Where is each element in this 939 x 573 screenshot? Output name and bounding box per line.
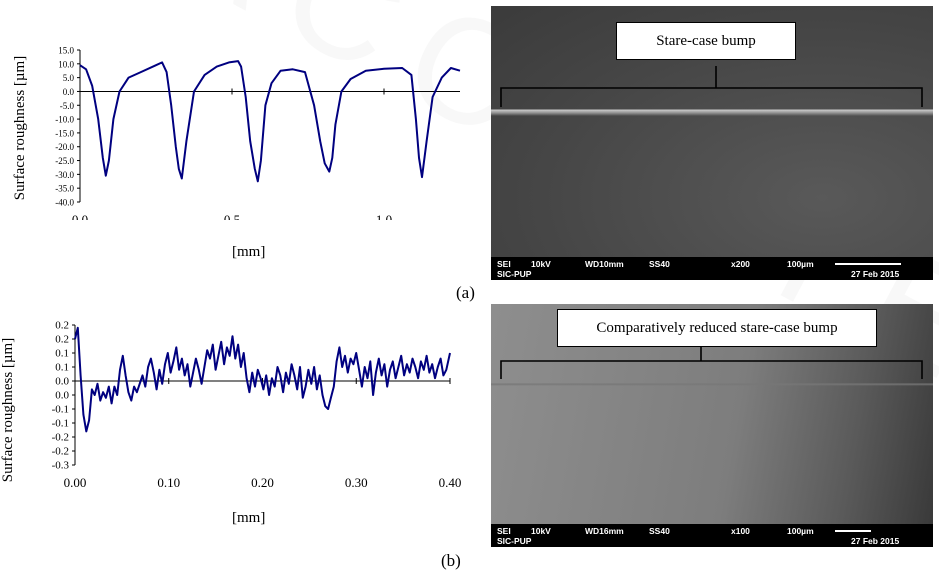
chart-b-ytick-label: 0.2 bbox=[55, 320, 69, 332]
sem-b-scale: 100µm bbox=[787, 526, 814, 536]
sem-a-mag: x200 bbox=[731, 259, 750, 269]
sem-a-info-bar: SEI 10kV WD10mm SS40 x200 100µm SIC-PUP … bbox=[491, 257, 933, 280]
chart-b-ytick-label: 0.0 bbox=[55, 376, 69, 388]
chart-a-ytick-label: -25.0 bbox=[55, 156, 74, 166]
chart-a-ytick-label: 15.0 bbox=[58, 46, 74, 56]
chart-a-xtick-label: 0.0 bbox=[72, 212, 88, 220]
sem-b-info-bar: SEI 10kV WD16mm SS40 x100 100µm SIC-PUP … bbox=[491, 524, 933, 547]
chart-b-ytick-label: -0.3 bbox=[52, 460, 70, 472]
sem-a-kv: 10kV bbox=[531, 259, 551, 269]
sem-b-scale-bar bbox=[835, 530, 871, 532]
chart-b-ytick-label: 0.0 bbox=[55, 390, 69, 402]
chart-b-ytick-label: -0.1 bbox=[52, 404, 69, 416]
chart-b-xtick-label: 0.20 bbox=[251, 475, 274, 490]
chart-b: 0.2 0.2 0.1 0.1 0.0 0.0 -0.1 -0.1 -0.2 -0.2 -0.3 0.… bbox=[52, 320, 462, 491]
chart-a-ytick-label: 5.0 bbox=[63, 73, 75, 83]
chart-a-xtick-label: 1.0 bbox=[376, 212, 392, 220]
sem-b-bracket bbox=[500, 346, 923, 379]
chart-a-ytick-label: -35.0 bbox=[55, 184, 74, 194]
chart-a-ytick-label: -10.0 bbox=[55, 115, 74, 125]
chart-b-ytick-label: 0.1 bbox=[55, 348, 69, 360]
sem-b-kv: 10kV bbox=[531, 526, 551, 536]
chart-a-xtick-label: 0.5 bbox=[224, 212, 240, 220]
chart-b-xtick-label: 0.40 bbox=[439, 475, 462, 490]
sem-a-wd: WD10mm bbox=[585, 259, 624, 269]
chart-a-ytick-label: 0.0 bbox=[63, 87, 75, 97]
chart-b-xtick-label: 0.30 bbox=[345, 475, 368, 490]
sem-a-scale-bar bbox=[835, 263, 901, 265]
sem-b-mode: SEI bbox=[497, 526, 511, 536]
panel-label-b: (b) bbox=[441, 551, 461, 570]
sem-b-wd: WD16mm bbox=[585, 526, 624, 536]
chart-b-ylabel: Surface roughness [µm] bbox=[0, 337, 16, 483]
sem-a-mode: SEI bbox=[497, 259, 511, 269]
chart-a-xlabel: [mm] bbox=[232, 244, 266, 260]
chart-b-xtick-label: 0.00 bbox=[64, 475, 87, 490]
sem-image-b: Comparatively reduced stare-case bump SE… bbox=[491, 304, 933, 547]
sem-a-scale: 100µm bbox=[787, 259, 814, 269]
chart-a-series-line-0 bbox=[79, 60, 461, 183]
sem-b-date: 27 Feb 2015 bbox=[851, 536, 900, 546]
sem-a-bracket bbox=[500, 66, 923, 107]
sem-b-ss: SS40 bbox=[649, 526, 670, 536]
chart-b-series-line-0 bbox=[74, 326, 451, 433]
chart-a-ytick-label: -40.0 bbox=[55, 198, 74, 208]
chart-b-ytick-label: -0.2 bbox=[52, 446, 69, 458]
chart-b-ytick-label: -0.1 bbox=[52, 418, 69, 430]
chart-b-ytick-label: 0.2 bbox=[55, 334, 69, 346]
chart-a-ytick-label: -30.0 bbox=[55, 170, 74, 180]
chart-b-xlabel: [mm] bbox=[232, 510, 266, 526]
sem-b-mag: x100 bbox=[731, 526, 750, 536]
sem-a-callout: Stare-case bump bbox=[616, 22, 796, 60]
chart-a-ylabel: Surface roughness [µm] bbox=[12, 55, 28, 201]
sem-image-a: Stare-case bump SEI 10kV WD10mm SS40 x20… bbox=[491, 6, 933, 280]
chart-b-ytick-label: 0.1 bbox=[55, 362, 69, 374]
sem-b-callout: Comparatively reduced stare-case bump bbox=[557, 309, 877, 347]
chart-a: 15.0 10.0 5.0 0.0 -5.0 -10.0 -15.0 -20.0 -25.0 -3… bbox=[55, 46, 461, 220]
chart-b-ytick-label: -0.2 bbox=[52, 432, 69, 444]
sem-a-inst: SIC-PUP bbox=[497, 269, 532, 279]
chart-b-xtick-label: 0.10 bbox=[157, 475, 180, 490]
panel-label-a: (a) bbox=[456, 283, 475, 302]
chart-a-ytick-label: -5.0 bbox=[60, 101, 75, 111]
chart-a-ytick-label: -20.0 bbox=[55, 142, 74, 152]
sem-a-date: 27 Feb 2015 bbox=[851, 269, 900, 279]
sem-a-ss: SS40 bbox=[649, 259, 670, 269]
sem-b-inst: SIC-PUP bbox=[497, 536, 532, 546]
chart-a-ytick-label: 10.0 bbox=[58, 59, 74, 69]
chart-a-ytick-label: -15.0 bbox=[55, 128, 74, 138]
